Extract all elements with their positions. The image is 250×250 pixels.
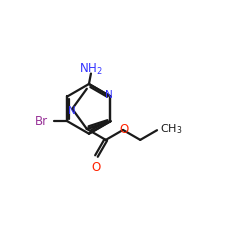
- Text: CH$_3$: CH$_3$: [160, 122, 182, 136]
- Text: N: N: [105, 90, 113, 100]
- Text: O: O: [92, 160, 101, 173]
- Text: O: O: [119, 124, 128, 136]
- Text: NH$_2$: NH$_2$: [79, 62, 103, 76]
- Text: Br: Br: [35, 115, 48, 128]
- Text: N: N: [68, 106, 76, 116]
